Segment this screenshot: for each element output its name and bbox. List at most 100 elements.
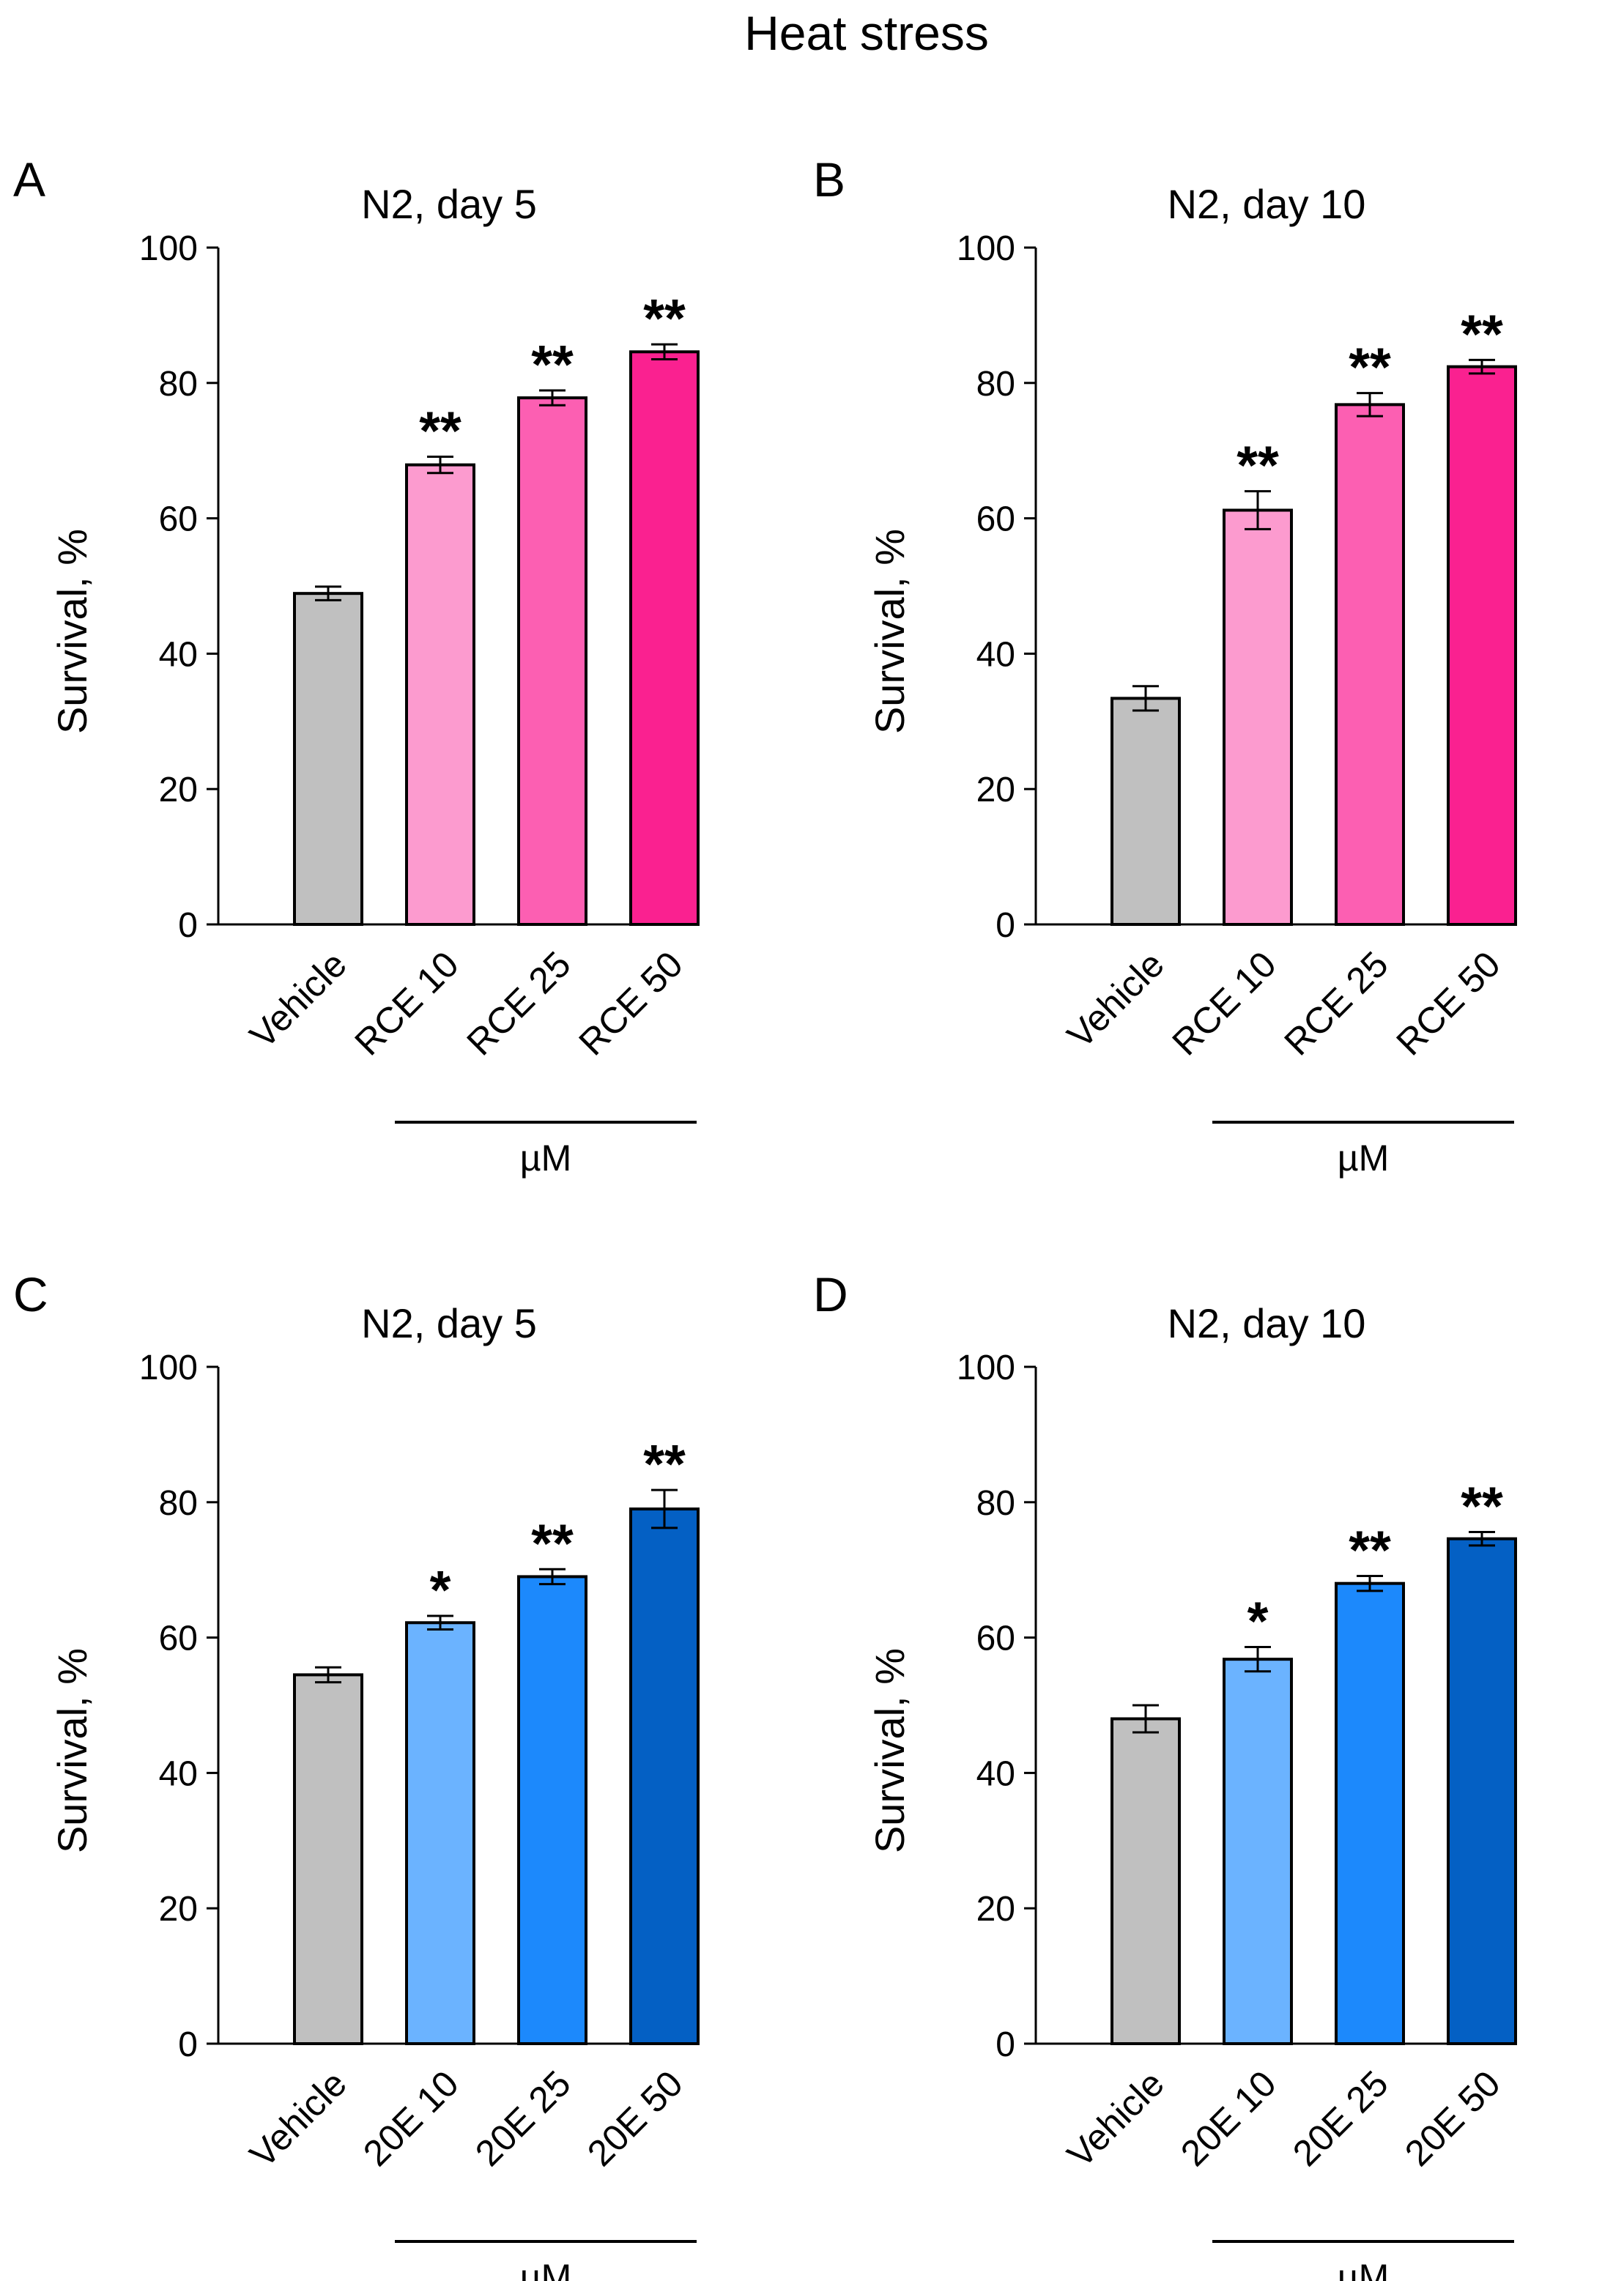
significance-marker: ** — [1349, 337, 1391, 398]
x-tick-label: RCE 50 — [1388, 943, 1508, 1063]
y-tick-label: 0 — [178, 2025, 198, 2064]
y-tick-label: 40 — [976, 635, 1015, 674]
y-tick-label: 80 — [976, 365, 1015, 404]
error-bar — [539, 389, 566, 407]
significance-marker: ** — [1349, 1520, 1391, 1581]
bar-20e-50 — [629, 1507, 700, 2046]
significance-marker: ** — [643, 288, 686, 349]
chart-panel-c: C N2, day 5 0 20 40 60 80 100 Survival, % Vehicle… — [13, 1267, 700, 2281]
error-bar — [315, 1666, 341, 1684]
panel-title: N2, day 10 — [1168, 181, 1366, 227]
bar-20e-25 — [1335, 1581, 1405, 2045]
bar-rce-50 — [629, 350, 700, 926]
y-tick-label: 20 — [159, 1890, 198, 1929]
bar-20e-50 — [1447, 1537, 1517, 2046]
panel-title: N2, day 5 — [361, 1300, 537, 1346]
x-tick-label: RCE 25 — [1276, 943, 1395, 1063]
significance-marker: ** — [1236, 435, 1279, 496]
y-tick-label: 100 — [957, 229, 1015, 268]
panel-letter: C — [13, 1267, 48, 1321]
error-bar — [1357, 1575, 1383, 1592]
x-tick-label: Vehicle — [1059, 2063, 1172, 2176]
x-tick-label: RCE 10 — [1164, 943, 1283, 1063]
y-axis-label: Survival, % — [867, 529, 913, 734]
x-tick-label: 20E 10 — [1173, 2063, 1284, 2174]
bar-rce-50 — [1447, 365, 1517, 926]
bar-rce-25 — [517, 396, 587, 926]
panel-title: N2, day 5 — [361, 181, 537, 227]
y-tick-label: 60 — [976, 500, 1015, 539]
y-tick-label: 80 — [976, 1484, 1015, 1523]
x-tick-label: 20E 25 — [467, 2063, 579, 2174]
panel-title: N2, day 10 — [1168, 1300, 1366, 1346]
chart-panel-a: A N2, day 5 0 20 40 60 80 100 Survival, % Vehicle… — [13, 152, 700, 1179]
error-bar — [315, 585, 341, 601]
error-bar — [1245, 1646, 1271, 1673]
bar-vehicle — [1111, 1717, 1181, 2045]
x-tick-label: 20E 50 — [1397, 2063, 1508, 2174]
bar-20e-10 — [405, 1621, 475, 2045]
y-tick-label: 0 — [995, 2025, 1015, 2064]
x-tick-label: RCE 50 — [571, 943, 690, 1063]
y-tick-label: 40 — [976, 1754, 1015, 1793]
y-tick-label: 0 — [995, 906, 1015, 945]
x-axis-label: µM — [1338, 2257, 1389, 2281]
x-axis-label: µM — [1338, 1138, 1389, 1179]
significance-marker: ** — [643, 1433, 686, 1494]
y-tick-label: 20 — [159, 771, 198, 809]
bar-vehicle — [293, 592, 363, 926]
x-tick-label: Vehicle — [1059, 943, 1172, 1056]
error-bar — [1357, 392, 1383, 418]
x-tick-label: Vehicle — [242, 943, 355, 1056]
x-tick-label: RCE 10 — [346, 943, 466, 1063]
y-tick-label: 80 — [159, 365, 198, 404]
x-tick-label: Vehicle — [242, 2063, 355, 2176]
error-bar — [1132, 685, 1159, 712]
bar-20e-25 — [517, 1575, 587, 2045]
significance-marker: ** — [419, 401, 461, 461]
panel-letter: D — [813, 1267, 848, 1321]
y-tick-label: 40 — [159, 635, 198, 674]
y-tick-label: 60 — [159, 1620, 198, 1658]
bar-rce-10 — [1223, 508, 1293, 926]
y-axis-label: Survival, % — [867, 1648, 913, 1853]
x-axis-label: µM — [520, 1138, 571, 1179]
y-tick-label: 100 — [139, 1349, 198, 1387]
y-tick-label: 80 — [159, 1484, 198, 1523]
y-tick-label: 100 — [139, 229, 198, 268]
figure-title: Heat stress — [744, 6, 989, 60]
y-tick-label: 20 — [976, 771, 1015, 809]
x-tick-label: 20E 25 — [1285, 2063, 1396, 2174]
x-tick-label: 20E 10 — [355, 2063, 467, 2174]
error-bar — [427, 1614, 453, 1631]
y-tick-label: 100 — [957, 1349, 1015, 1387]
bar-vehicle — [293, 1673, 363, 2045]
x-tick-label: RCE 25 — [459, 943, 578, 1063]
y-tick-label: 40 — [159, 1754, 198, 1793]
significance-marker: * — [1247, 1591, 1269, 1652]
significance-marker: ** — [1461, 1475, 1503, 1536]
y-axis-label: Survival, % — [49, 529, 95, 734]
y-tick-label: 60 — [159, 500, 198, 539]
bar-vehicle — [1111, 697, 1181, 926]
y-tick-label: 0 — [178, 906, 198, 945]
error-bar — [427, 456, 453, 475]
x-tick-label: 20E 50 — [579, 2063, 691, 2174]
error-bar — [1469, 358, 1495, 375]
bar-20e-10 — [1223, 1658, 1293, 2045]
bar-rce-25 — [1335, 403, 1405, 926]
bar-rce-10 — [405, 463, 475, 926]
y-axis-label: Survival, % — [49, 1648, 95, 1853]
panel-letter: A — [13, 152, 45, 207]
error-bar — [539, 1568, 566, 1586]
y-tick-label: 20 — [976, 1890, 1015, 1929]
error-bar — [651, 1488, 678, 1529]
y-tick-label: 60 — [976, 1620, 1015, 1658]
significance-marker: ** — [1461, 303, 1503, 364]
error-bar — [1132, 1704, 1159, 1734]
chart-panel-d: D N2, day 10 0 20 40 60 80 100 Survival, % Vehicl… — [813, 1267, 1517, 2281]
significance-marker: ** — [531, 1513, 574, 1573]
x-axis-label: µM — [520, 2257, 571, 2281]
significance-marker: * — [430, 1559, 451, 1620]
